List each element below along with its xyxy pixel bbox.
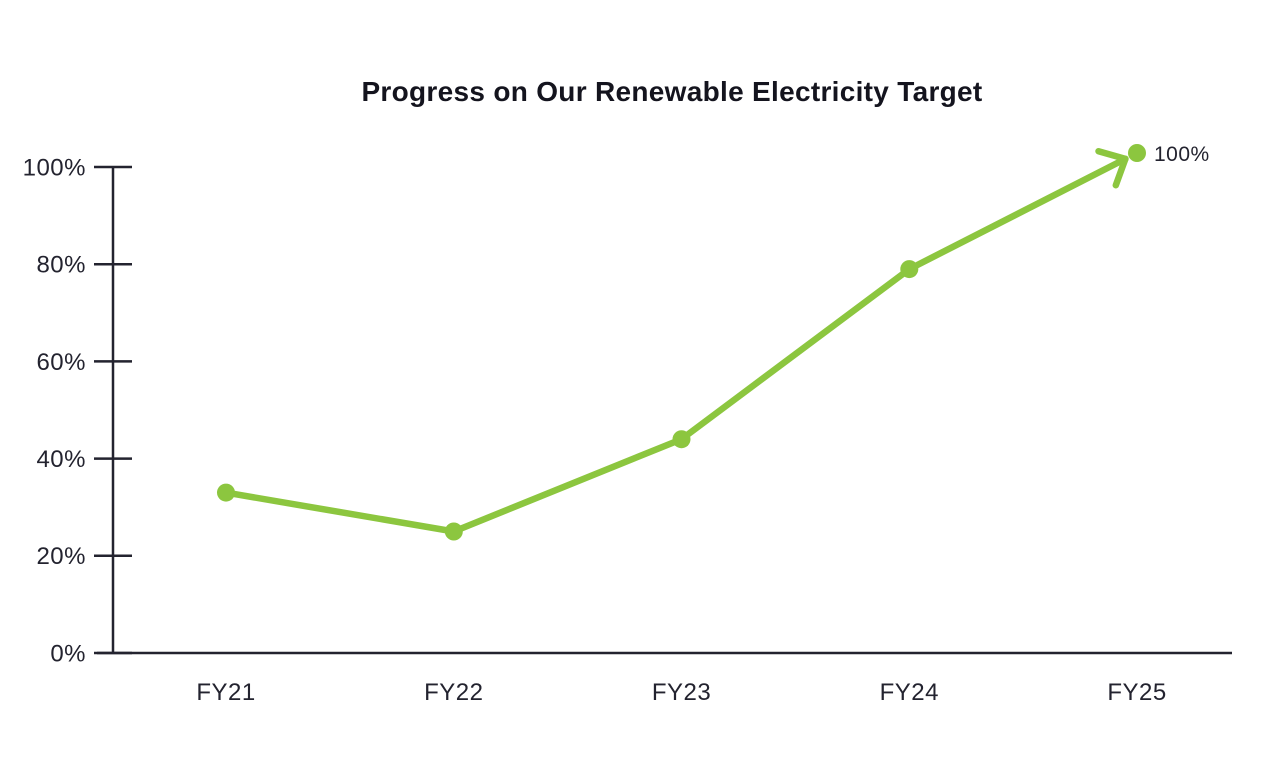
y-tick-label: 80%	[36, 252, 86, 279]
data-point-fy22	[444, 522, 463, 541]
chart-title: Progress on Our Renewable Electricity Ta…	[361, 76, 983, 107]
y-tick-label: 60%	[36, 349, 86, 376]
y-tick-label: 40%	[36, 446, 86, 473]
y-tick-label: 100%	[23, 154, 86, 181]
arrowhead-barb	[1095, 147, 1129, 163]
y-tick-label: 0%	[50, 640, 86, 667]
x-tick-label: FY25	[1107, 679, 1166, 706]
x-tick-label: FY24	[880, 679, 939, 706]
data-line	[222, 155, 1129, 535]
x-tick-label: FY23	[652, 679, 711, 706]
data-point-fy23	[672, 430, 691, 449]
y-tick-label: 20%	[36, 543, 86, 570]
endpoint-annotation: 100%	[1154, 143, 1210, 166]
data-point-fy24	[900, 260, 919, 279]
x-tick-label: FY22	[424, 679, 483, 706]
x-tick-label: FY21	[196, 679, 255, 706]
data-point-fy25	[1128, 144, 1146, 162]
data-point-fy21	[217, 483, 235, 502]
arrowhead-barb	[1112, 155, 1129, 189]
